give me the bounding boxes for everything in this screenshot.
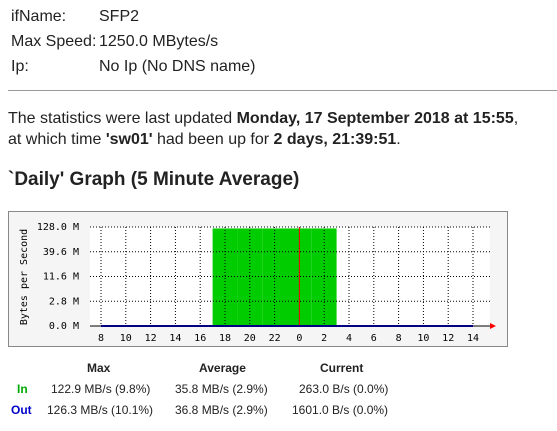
x-tick-label: 0	[296, 333, 302, 344]
graph: Bytes per Second 0.0 M 2.8 M 11.6 M 39.6 M 1…	[8, 211, 508, 347]
y-tick-label: 2.8 M	[49, 296, 79, 307]
x-tick-label: 20	[244, 333, 256, 344]
x-tick-label: 10	[120, 333, 132, 344]
th: Current	[320, 361, 364, 375]
x-tick-label: 10	[417, 333, 429, 344]
x-tick-label: 8	[396, 333, 402, 344]
x-tick-label: 16	[194, 333, 206, 344]
date: Monday, 17 September 2018 at 15:55	[236, 110, 514, 127]
text: at which time	[8, 131, 106, 148]
in-bar	[262, 228, 287, 326]
x-tick-label: 6	[371, 333, 377, 344]
cell: 1601.0 B/s (0.0%)	[292, 403, 389, 417]
uptime: 2 days, 21:39:51	[273, 131, 397, 148]
x-tick-label: 14	[467, 333, 479, 344]
y-tick-label: 128.0 M	[37, 222, 79, 233]
status-line: The statistics were last updated Monday,…	[8, 110, 518, 128]
graph-heading: `Daily' Graph (5 Minute Average)	[8, 169, 300, 190]
text: The statistics were last updated	[8, 110, 237, 127]
row-label: In	[17, 382, 28, 396]
text: ,	[513, 110, 519, 127]
info-label: Ip:	[11, 58, 29, 75]
text: had been up for	[152, 131, 274, 148]
text: .	[396, 131, 401, 148]
row-label: Out	[11, 403, 32, 417]
x-tick-label: 22	[269, 333, 281, 344]
x-tick-label: 4	[346, 333, 352, 344]
cell: 263.0 B/s (0.0%)	[299, 382, 389, 396]
in-bar	[237, 228, 263, 326]
x-tick-label: 2	[321, 333, 327, 344]
x-tick-label: 14	[169, 333, 181, 344]
x-tick-label: 8	[98, 333, 104, 344]
info-label: ifName:	[11, 8, 67, 25]
th: Average	[199, 361, 246, 375]
status-line: at which time 'sw01' had been up for 2 d…	[8, 131, 401, 149]
y-axis-label: Bytes per Second	[19, 229, 30, 325]
cell: 122.9 MB/s (9.8%)	[51, 382, 151, 396]
y-tick-label: 39.6 M	[43, 247, 79, 258]
cell: 126.3 MB/s (10.1%)	[47, 403, 154, 417]
cell: 35.8 MB/s (2.9%)	[175, 382, 268, 396]
info-value: No Ip (No DNS name)	[99, 58, 256, 75]
x-tick-label: 18	[219, 333, 231, 344]
in-bar	[212, 228, 238, 326]
in-bar	[311, 228, 337, 326]
th: Max	[87, 361, 111, 375]
y-tick-label: 11.6 M	[43, 272, 79, 283]
info-value: SFP2	[99, 8, 140, 25]
info-value: 1250.0 MBytes/s	[99, 33, 219, 50]
axis-arrow	[490, 323, 496, 329]
y-tick-label: 0.0 M	[49, 321, 79, 332]
host: 'sw01'	[105, 131, 153, 148]
divider	[8, 90, 557, 91]
info-label: Max Speed:	[11, 33, 97, 50]
cell: 36.8 MB/s (2.9%)	[175, 403, 268, 417]
x-tick-label: 12	[442, 333, 454, 344]
x-tick-label: 12	[145, 333, 157, 344]
